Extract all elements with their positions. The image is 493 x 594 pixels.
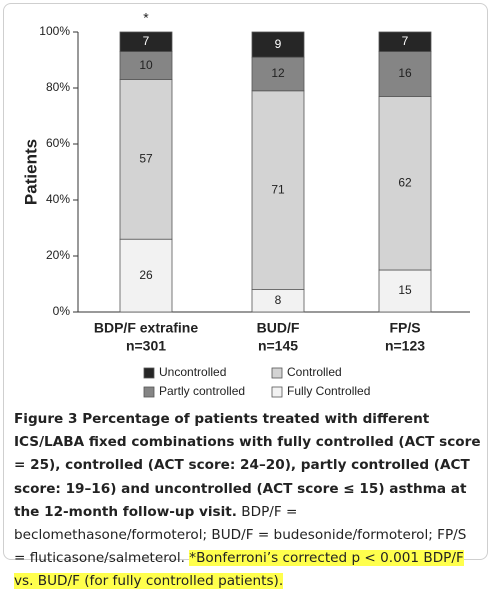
y-tick-label: 0%: [53, 304, 71, 318]
data-label: 10: [139, 58, 153, 72]
legend-swatch: [143, 386, 155, 398]
x-tick-sublabel: n=301: [126, 338, 166, 354]
y-axis-label: Patients: [21, 139, 40, 205]
y-tick-label: 20%: [46, 248, 70, 262]
bar-segment: [378, 31, 432, 53]
x-tick-sublabel: n=145: [258, 338, 298, 354]
data-label: 26: [139, 268, 153, 282]
x-tick-label: BDP/F extrafine: [94, 320, 198, 336]
bar-segment: [251, 31, 305, 58]
y-tick-label: 80%: [46, 80, 70, 94]
legend-label: Partly controlled: [159, 384, 245, 398]
legend-swatch: [271, 386, 283, 398]
x-tick-label: BUD/F: [257, 320, 300, 336]
data-label: 57: [139, 152, 153, 166]
data-label: 62: [398, 175, 412, 189]
bar-segment: [119, 31, 173, 53]
data-label: 71: [271, 182, 285, 196]
y-tick-label: 100%: [39, 24, 70, 38]
data-label: 7: [402, 34, 409, 48]
data-label: 7: [143, 34, 150, 48]
legend-label: Uncontrolled: [159, 365, 226, 379]
bar-segment: [378, 96, 432, 271]
legend-swatch: [143, 367, 155, 379]
chart: Patients 0% 20% 40% 60% 80% 100% 26 57 10 7 BDP/F …: [21, 10, 470, 398]
data-label: 12: [271, 66, 285, 80]
y-tick-label: 40%: [46, 192, 70, 206]
x-tick-sublabel: n=123: [385, 338, 425, 354]
caption-text: BDP/F = beclomethasone/formoterol; BUD/F…: [14, 503, 467, 567]
caption-bold: Figure 3 Percentage of patients treated …: [14, 411, 481, 520]
data-label: 15: [398, 283, 412, 297]
bar-segment: [251, 90, 305, 291]
y-tick-label: 60%: [46, 136, 70, 150]
bar-segment: [119, 238, 173, 313]
bar-segment: [378, 51, 432, 97]
legend-swatch: [271, 367, 283, 379]
caption: Figure 3 Percentage of patients treated …: [14, 408, 482, 594]
annotation: *: [143, 10, 149, 26]
data-label: 9: [275, 37, 282, 51]
data-label: 8: [275, 293, 282, 307]
x-tick-label: FP/S: [389, 320, 420, 336]
legend-label: Controlled: [287, 365, 342, 379]
data-label: 16: [398, 66, 412, 80]
legend-label: Fully Controlled: [287, 384, 370, 398]
